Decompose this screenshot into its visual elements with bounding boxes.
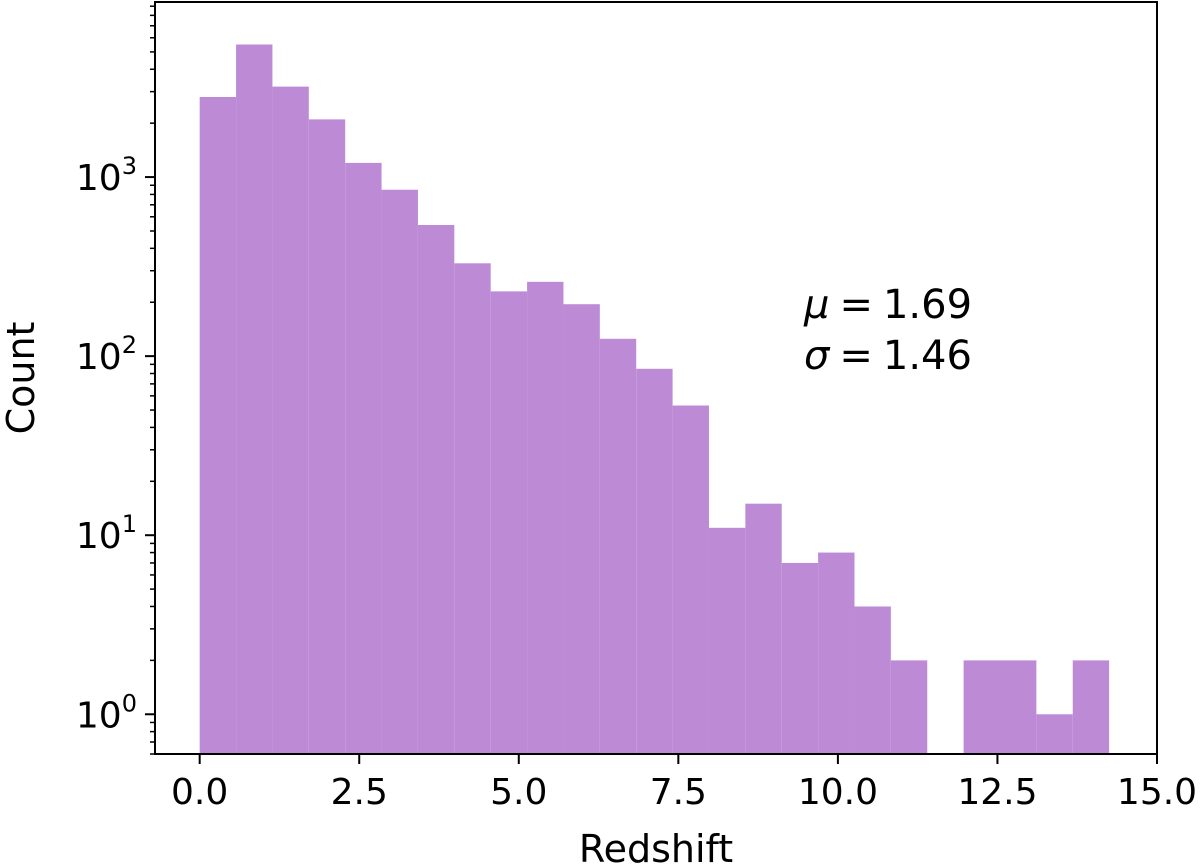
x-tick-label: 2.5 — [331, 772, 388, 813]
histogram-bar — [272, 86, 309, 754]
x-tick-label: 15.0 — [1117, 772, 1197, 813]
y-axis-label: Count — [0, 322, 43, 435]
histogram-bar — [599, 338, 637, 754]
histogram-bar — [854, 606, 891, 754]
x-tick-label: 12.5 — [957, 772, 1037, 813]
mu-value: 1.69 — [883, 282, 972, 328]
sigma-equals: = — [839, 333, 873, 379]
plot-frame — [154, 1, 1158, 755]
mu-symbol: μ — [803, 282, 829, 328]
x-axis-ticks: 0.0 2.5 5.0 7.5 10.0 12.5 15.0 — [171, 754, 1197, 813]
y-tick-label: 103 — [76, 152, 137, 199]
x-tick-label: 7.5 — [650, 772, 707, 813]
histogram-bar — [745, 503, 782, 754]
mu-equals: = — [839, 282, 873, 328]
histogram-bar — [527, 281, 564, 754]
histogram-bar — [490, 291, 528, 754]
histogram-bar — [1072, 660, 1110, 754]
x-tick-label: 5.0 — [490, 772, 547, 813]
y-tick-label: 100 — [76, 689, 137, 736]
x-tick-label: 10.0 — [798, 772, 878, 813]
x-tick-label: 0.0 — [171, 772, 228, 813]
histogram-bars — [199, 44, 1110, 755]
histogram-bar — [999, 660, 1037, 754]
x-axis-label: Redshift — [579, 827, 733, 866]
sigma-annotation: σ = 1.46 — [804, 333, 972, 379]
histogram-bar — [236, 44, 273, 754]
stats-annotation: μ = 1.69 σ = 1.46 — [803, 282, 972, 379]
histogram-bar — [672, 405, 709, 754]
y-tick-label: 101 — [76, 510, 137, 557]
y-axis-ticks: 100 101 102 103 — [76, 5, 155, 755]
histogram-bar — [454, 263, 491, 754]
histogram-bar — [308, 119, 346, 755]
mu-annotation: μ = 1.69 — [803, 282, 972, 328]
histogram-bar — [636, 368, 673, 754]
y-tick-label: 102 — [76, 331, 137, 378]
histogram-bar — [345, 162, 382, 754]
histogram-bar — [818, 552, 855, 754]
histogram-bar — [963, 660, 1000, 754]
histogram-bar — [708, 527, 746, 754]
histogram-bar — [417, 224, 455, 755]
histogram-bar — [563, 304, 600, 754]
histogram-bar — [199, 97, 237, 755]
sigma-symbol: σ — [804, 333, 831, 379]
histogram-bar — [1036, 714, 1073, 754]
histogram-bar — [781, 562, 819, 754]
histogram-bar — [890, 660, 928, 754]
sigma-value: 1.46 — [883, 333, 972, 379]
histogram-bar — [381, 189, 418, 754]
